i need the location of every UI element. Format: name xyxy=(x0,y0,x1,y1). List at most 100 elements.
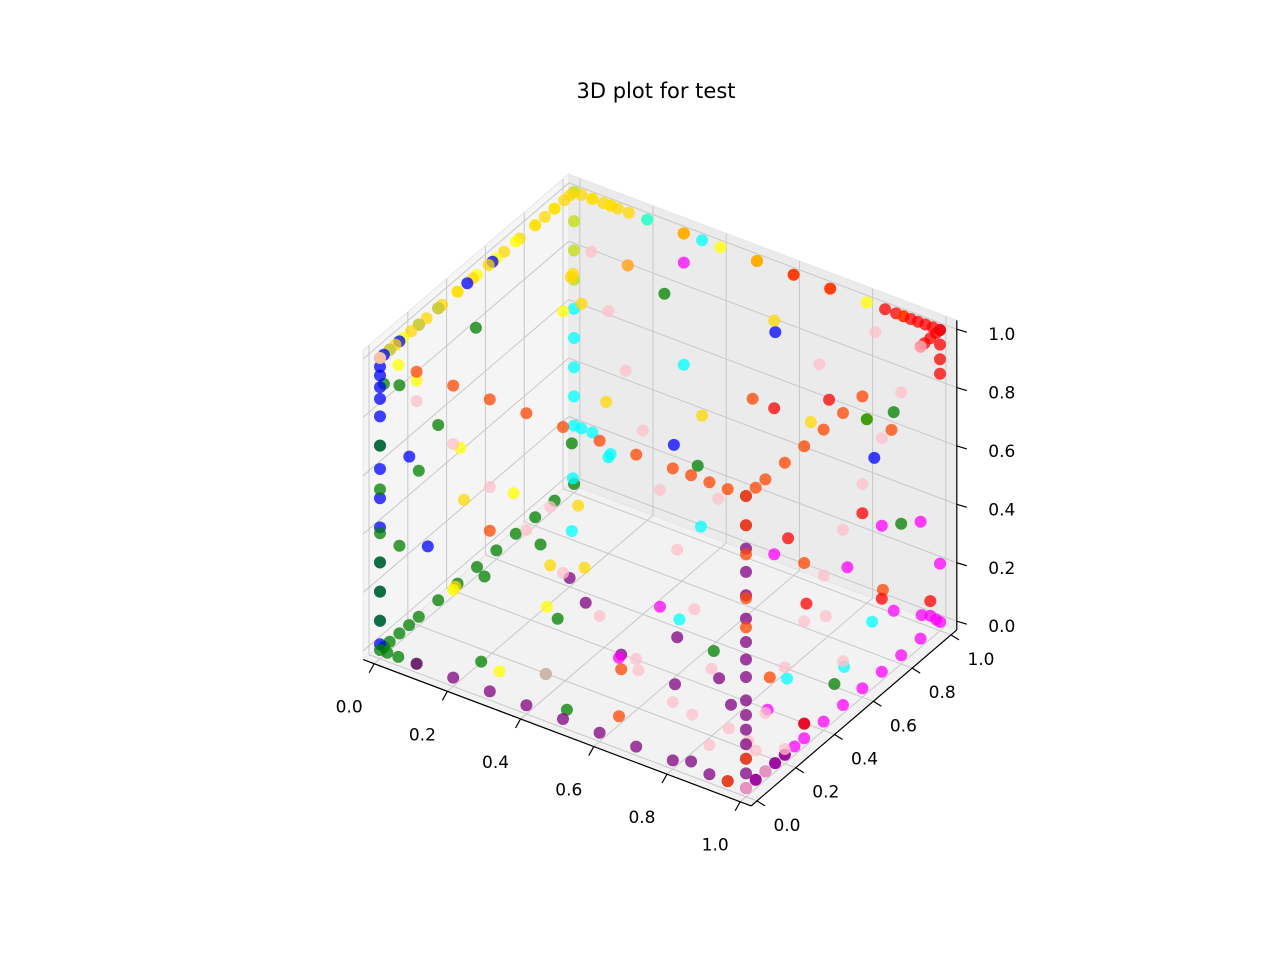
scatter-point-series-9 xyxy=(575,297,588,310)
scatter-point-series-8 xyxy=(740,782,752,794)
scatter-point-series-6 xyxy=(934,367,946,380)
y-tick-label: 1.0 xyxy=(967,650,994,670)
scatter-point-series-1 xyxy=(447,584,460,596)
x-tick-label: 0.6 xyxy=(555,781,582,801)
x-tick-label: 1.0 xyxy=(702,836,729,856)
scatter-point-series-8 xyxy=(759,707,772,719)
scatter-point-series-9 xyxy=(548,202,561,215)
scatter-point-series-3 xyxy=(586,426,599,439)
scatter-point-series-0 xyxy=(374,392,386,405)
scatter-point-series-6 xyxy=(768,402,781,415)
scatter-point-series-2 xyxy=(860,413,873,426)
scatter-point-series-7 xyxy=(778,456,791,469)
scatter-point-series-5 xyxy=(740,636,752,648)
scatter-point-series-5 xyxy=(740,612,752,625)
scatter-point-series-5 xyxy=(483,685,496,698)
grid-line-z xyxy=(362,182,570,360)
scatter-point-series-8 xyxy=(585,245,598,258)
scatter-point-series-5 xyxy=(557,713,569,725)
scatter-point-series-1 xyxy=(392,358,405,371)
scatter-point-series-8 xyxy=(759,765,772,778)
scatter-point-series-7 xyxy=(685,469,698,482)
scatter-point-series-2 xyxy=(381,646,394,659)
scatter-point-series-2 xyxy=(529,511,542,524)
y-tick-mark xyxy=(873,700,882,707)
grid-lines xyxy=(362,178,957,803)
scatter-point-series-6 xyxy=(924,595,937,608)
scatter-point-series-8 xyxy=(632,664,645,677)
scatter-point-series-2 xyxy=(412,610,425,623)
grid-line-x xyxy=(666,597,873,775)
scatter-point-series-8 xyxy=(837,655,849,668)
scatter-point-series-7 xyxy=(613,710,625,723)
grid-line-x xyxy=(593,570,800,747)
grid-line-z xyxy=(362,357,570,535)
scatter-point-series-3 xyxy=(866,615,879,628)
scatter-point-series-8 xyxy=(520,524,533,536)
x-axis-line xyxy=(362,659,752,807)
scatter-point-series-2 xyxy=(534,538,547,551)
scatter-point-series-3 xyxy=(677,358,690,371)
scatter-point-series-8 xyxy=(712,492,725,505)
grid-line-z xyxy=(568,182,957,330)
scatter-point-series-2 xyxy=(658,287,671,300)
grid-line-y xyxy=(562,488,952,636)
scatter-point-series-4 xyxy=(817,715,830,728)
z-tick-mark xyxy=(956,562,967,567)
z-tick-label: 1.0 xyxy=(988,325,1015,345)
scatter-point-series-5 xyxy=(630,740,643,753)
z-tick-mark xyxy=(956,386,967,392)
y-tick-label: 0.4 xyxy=(851,750,878,770)
grid-line-y xyxy=(407,620,796,769)
scatter-point-series-2 xyxy=(392,650,405,663)
scatter-point-series-7 xyxy=(885,423,898,436)
scatter-point-series-4 xyxy=(924,609,937,622)
grid-line-y xyxy=(485,554,874,702)
scatter-point-series-8 xyxy=(749,744,762,757)
scatter-point-series-4 xyxy=(934,557,946,570)
scatter-point-series-9 xyxy=(544,559,557,572)
y-tick-mark xyxy=(756,800,766,807)
scatter-point-series-0 xyxy=(421,540,434,553)
scatter-point-series-2 xyxy=(469,321,482,334)
y-tick-label: 0.6 xyxy=(890,716,917,736)
scatter-point-series-9 xyxy=(578,561,591,574)
scatter-point-series-1 xyxy=(557,305,570,318)
scatter-point-series-9 xyxy=(751,255,763,267)
z-tick-label: 0.4 xyxy=(988,500,1015,520)
scatter-point-series-8 xyxy=(817,569,830,582)
y-tick-label: 0.0 xyxy=(773,816,800,836)
scatter-point-series-3 xyxy=(696,234,709,247)
scatter-point-series-0 xyxy=(461,277,474,290)
scatter-point-series-1 xyxy=(714,241,727,254)
z-tick-mark xyxy=(956,620,967,625)
scatter-point-series-8 xyxy=(875,432,888,445)
scatter-point-series-7 xyxy=(740,592,752,605)
scatter-point-series-7 xyxy=(483,393,496,406)
grid-line-z xyxy=(568,299,957,447)
scatter-point-series-3 xyxy=(673,613,686,626)
scatter-point-series-2 xyxy=(432,594,445,607)
scatter-point-series-7 xyxy=(721,775,734,788)
scatter-point-series-5 xyxy=(579,596,592,609)
scatter-point-series-2 xyxy=(887,406,900,419)
scatter-point-series-2 xyxy=(475,655,488,668)
scatter-point-series-1 xyxy=(493,665,506,678)
z-tick-label: 0.0 xyxy=(988,617,1015,637)
x-tick-mark xyxy=(661,773,668,784)
scatter-point-series-5 xyxy=(593,726,606,739)
y-axis-line xyxy=(750,629,958,807)
scatter-point-series-3 xyxy=(695,520,707,533)
scatter-point-series-7 xyxy=(746,392,759,405)
axis-lines xyxy=(362,320,967,812)
scatter-point-series-4 xyxy=(837,699,849,711)
scatter-point-series-1 xyxy=(507,487,520,500)
x-tick-label: 0.0 xyxy=(336,698,363,718)
grid-line-y xyxy=(524,521,913,669)
scatter-point-series-9 xyxy=(482,259,495,271)
scatter-point-series-2 xyxy=(471,561,483,573)
scatter-point-series-5 xyxy=(666,754,679,767)
tick-labels: 0.0 0.0 0.0 0.2 0.2 0.2 0.4 0.4 0.4 0.6 0.6 0.6 0.8 0… xyxy=(336,325,1016,856)
x-tick-label: 0.2 xyxy=(409,725,436,745)
scatter-point-series-2 xyxy=(691,459,704,472)
